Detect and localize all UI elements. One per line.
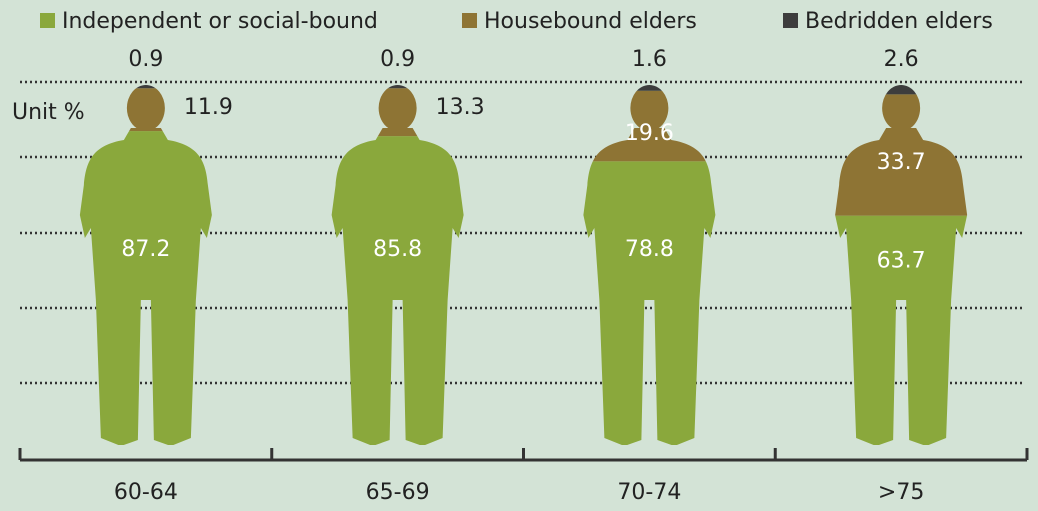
unit-label: Unit %	[12, 100, 85, 125]
legend-swatch	[462, 13, 477, 28]
value-label: 11.9	[184, 95, 233, 120]
value-label: 19.6	[625, 121, 674, 146]
chart: Unit % Independent or social-bound Houseb…	[0, 0, 1038, 511]
value-label: 0.9	[128, 47, 163, 72]
legend-label: Housebound elders	[484, 9, 697, 34]
value-label: 13.3	[436, 95, 485, 120]
value-label: 1.6	[632, 47, 667, 72]
legend-label: Bedridden elders	[805, 9, 993, 34]
value-label: 63.7	[877, 249, 926, 274]
value-label: 78.8	[625, 237, 674, 262]
legend-label: Independent or social-bound	[62, 9, 378, 34]
x-tick-label: >75	[878, 480, 924, 505]
legend-swatch	[783, 13, 798, 28]
x-tick-label: 60-64	[114, 480, 178, 505]
value-label: 0.9	[380, 47, 415, 72]
value-label: 2.6	[884, 47, 919, 72]
value-label: 85.8	[373, 237, 422, 262]
value-label: 33.7	[877, 150, 926, 175]
legend-swatch	[40, 13, 55, 28]
value-label: 87.2	[121, 237, 170, 262]
x-tick-label: 70-74	[617, 480, 681, 505]
x-tick-label: 65-69	[366, 480, 430, 505]
